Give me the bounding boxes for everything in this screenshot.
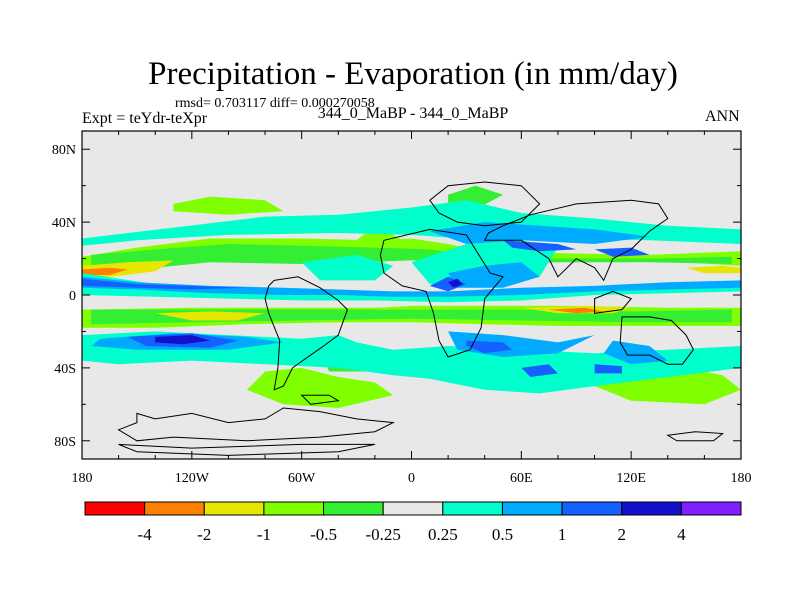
contour-region-level-4-0 <box>91 244 732 274</box>
chart-title: Precipitation - Evaporation (in mm/day) <box>148 56 678 92</box>
contour-region-level-1-1 <box>548 307 604 314</box>
coastline-2 <box>300 394 340 405</box>
colorbar-label: -2 <box>197 525 211 544</box>
stats-line: rmsd= 0.703117 diff= 0.000270058 <box>175 96 375 111</box>
y-tick-label: 40N <box>52 216 76 231</box>
colorbar-label: -0.25 <box>365 525 400 544</box>
colorbar-swatch-2 <box>203 501 265 516</box>
map-field <box>82 131 741 459</box>
contour-region-level-7-0 <box>82 276 741 297</box>
contour-region-level-2-3 <box>686 265 741 274</box>
colorbar-swatch-4 <box>323 501 384 516</box>
contour-region-level-6-4 <box>301 254 394 281</box>
coastline-0 <box>117 407 395 442</box>
coastline-7 <box>619 316 694 365</box>
contour-region-level-8-5 <box>466 340 513 354</box>
y-tick-label: 80N <box>52 143 76 158</box>
contour-region-level-2-1 <box>155 311 266 321</box>
colorbar-label: -1 <box>257 525 271 544</box>
colorbar-swatch-1 <box>144 501 205 516</box>
contour-region-level-6-1 <box>82 273 741 303</box>
colorbar: -4 -2 -1 -0.5 -0.25 0.25 0.5 1 2 4 <box>84 501 742 544</box>
case-label: 344_0_MaBP - 344_0_MaBP <box>317 105 509 122</box>
y-tick-label: 40S <box>54 362 76 377</box>
colorbar-swatch-5 <box>382 501 444 516</box>
season-label: ANN <box>705 108 740 125</box>
coastline-5 <box>483 199 669 282</box>
coastline-1 <box>264 276 348 391</box>
x-tick-label: 0 <box>408 471 415 486</box>
coastline-9 <box>118 443 375 456</box>
colorbar-swatch-10 <box>680 501 742 516</box>
x-tick-label: 180 <box>72 471 93 486</box>
contour-region-level-9-0 <box>155 335 211 345</box>
x-tick-label: 120W <box>175 471 210 486</box>
coastline-4 <box>429 181 541 227</box>
contour-region-level-9-1 <box>448 278 463 288</box>
colorbar-label: 0.25 <box>428 525 458 544</box>
colorbar-swatch-8 <box>561 501 623 516</box>
contour-region-level-7-3 <box>448 262 540 288</box>
x-tick-label: 60W <box>288 471 316 486</box>
x-tick-label: 180 <box>731 471 752 486</box>
contour-region-level-8-6 <box>521 364 558 377</box>
colorbar-swatch-7 <box>501 501 563 516</box>
y-tick-label: 80S <box>54 435 76 450</box>
colorbar-label: -0.5 <box>310 525 337 544</box>
colorbar-swatch-6 <box>442 501 503 516</box>
contour-region-level-8-0 <box>82 278 247 290</box>
x-tick-label: 120E <box>616 471 646 486</box>
x-tick-label: 60E <box>510 471 533 486</box>
colorbar-label: 0.5 <box>492 525 513 544</box>
contour-region-level-3-3 <box>173 196 284 215</box>
colorbar-swatch-0 <box>84 501 146 516</box>
contour-region-level-7-5 <box>603 340 668 365</box>
coastline-8 <box>666 431 725 442</box>
contour-region-level-3-5 <box>246 367 394 408</box>
contour-region-level-1-0 <box>82 267 128 275</box>
colorbar-label: 2 <box>617 525 626 544</box>
coastline-6 <box>594 290 633 314</box>
contour-region-level-8-2 <box>503 240 577 252</box>
experiment-label: Expt = teYdr-teXpr <box>82 110 208 127</box>
colorbar-label: -4 <box>138 525 153 544</box>
colorbar-swatch-9 <box>621 501 682 516</box>
colorbar-label: 4 <box>677 525 686 544</box>
axes: 180 120W 60W 0 60E 120E 180 80N 40N 0 40S 80S <box>52 130 752 486</box>
y-tick-label: 0 <box>69 289 76 304</box>
colorbar-label: 1 <box>558 525 567 544</box>
contour-region-level-7-2 <box>429 222 650 244</box>
contour-region-level-8-7 <box>594 364 622 374</box>
coastline-3 <box>379 228 504 358</box>
contour-region-level-8-3 <box>594 247 650 257</box>
colorbar-swatch-3 <box>263 501 325 516</box>
contour-region-level-8-4 <box>429 276 467 292</box>
